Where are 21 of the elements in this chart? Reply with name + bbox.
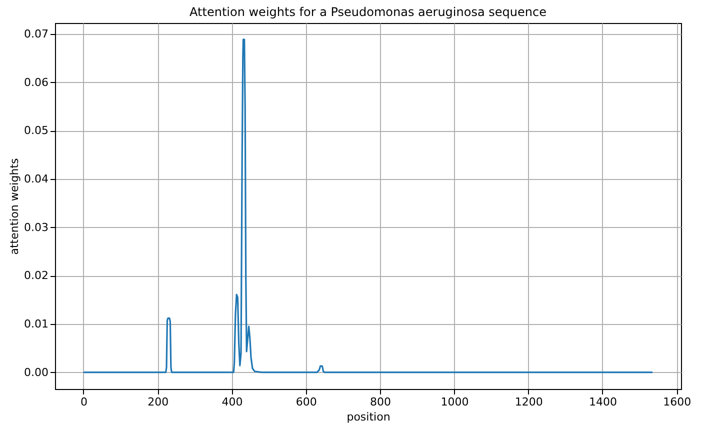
x-tick-label: 1400 [588,396,617,408]
x-tick-label: 800 [370,396,392,408]
x-tick-label: 200 [148,396,169,408]
y-axis-title: attention weights [8,158,22,255]
chart-title: Attention weights for a Pseudomonas aeruginosa sequence [190,5,546,19]
x-tick-label: 1600 [663,396,692,408]
y-tick-label: 0.05 [24,124,48,138]
y-tick-label: 0.04 [24,172,48,186]
y-tick-label: 0.00 [24,366,48,379]
y-tick-label: 0.02 [24,269,48,282]
y-tick-label: 0.01 [24,318,48,331]
line-series [82,38,654,374]
x-tick-label: 0 [80,396,88,408]
x-tick-label: 1200 [514,396,543,408]
y-tick-label: 0.07 [24,28,48,41]
x-axis-title: position [346,410,390,424]
x-tick-label: 1000 [440,396,469,408]
x-tick-label: 400 [222,396,243,408]
y-tick-label: 0.06 [24,76,48,89]
y-tick-label: 0.03 [24,220,48,234]
x-tick-label: 600 [296,396,317,408]
